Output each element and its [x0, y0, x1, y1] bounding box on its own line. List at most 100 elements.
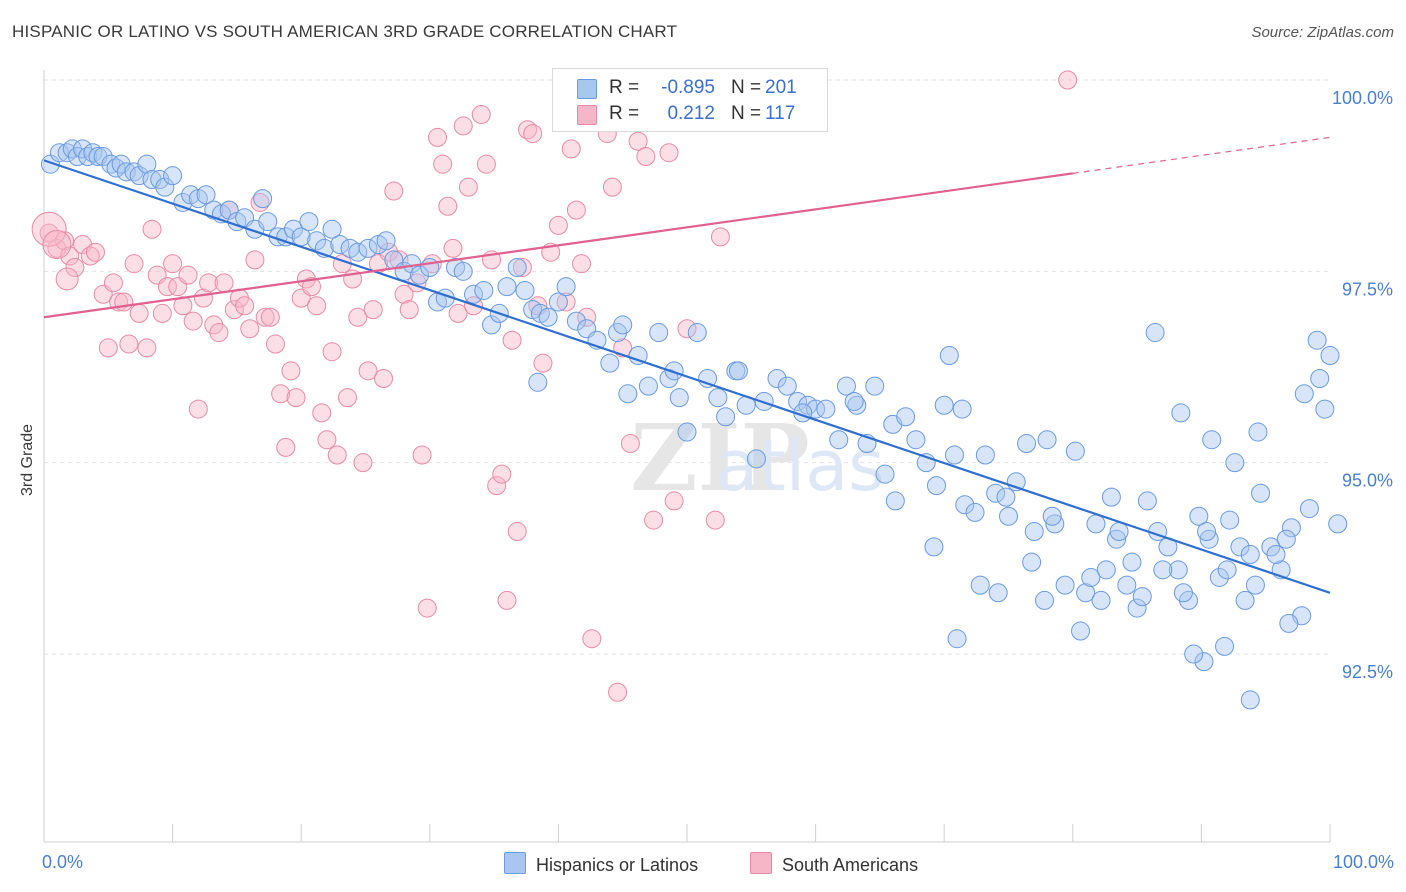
south-americans-point: [438, 196, 458, 216]
south-americans-point: [188, 399, 208, 419]
n-value: 201: [765, 77, 797, 98]
hispanics-point: [482, 315, 502, 335]
hispanics-point: [1171, 403, 1191, 423]
hispanics-legend-swatch: [504, 852, 526, 874]
hispanics-point: [1189, 506, 1209, 526]
south-americans-point: [224, 300, 244, 320]
south-americans-point: [276, 437, 296, 457]
hispanics-point: [716, 407, 736, 427]
south-americans-point: [317, 430, 337, 450]
legend-item-hispanics[interactable]: Hispanics or Latinos: [504, 852, 698, 876]
hispanics-point: [83, 143, 103, 163]
hispanics-point: [1245, 575, 1265, 595]
south-americans-point: [119, 334, 139, 354]
south-americans-point: [548, 215, 568, 235]
hispanics-point: [1173, 583, 1193, 603]
south-americans-swatch: [577, 105, 597, 125]
hispanics-point: [708, 388, 728, 408]
hispanics-point: [1109, 522, 1129, 542]
hispanics-point: [1024, 522, 1044, 542]
south-americans-point: [142, 219, 162, 239]
south-americans-point: [199, 273, 219, 293]
south-americans-point: [566, 200, 586, 220]
hispanics-point: [664, 361, 684, 381]
hispanics-point: [1132, 587, 1152, 607]
south-americans-point: [497, 590, 517, 610]
south-americans-point: [374, 368, 394, 388]
source-label: Source: ZipAtlas.com: [1251, 24, 1394, 41]
south-americans-point: [281, 361, 301, 381]
legend-label: South Americans: [782, 855, 919, 875]
hispanics-point: [464, 284, 484, 304]
hispanics-point: [507, 258, 527, 278]
hispanics-point: [1299, 499, 1319, 519]
hispanics-point: [515, 280, 535, 300]
hispanics-point: [137, 154, 157, 174]
south-americans-point: [124, 254, 144, 274]
south-americans-point: [337, 388, 357, 408]
hispanics-point: [986, 483, 1006, 503]
hispanics-point: [955, 495, 975, 515]
hispanics-point: [816, 399, 836, 419]
south-americans-point: [286, 388, 306, 408]
hispanics-point: [885, 491, 905, 511]
south-americans-point: [31, 211, 67, 247]
hispanics-point: [1184, 644, 1204, 664]
hispanics-point: [322, 219, 342, 239]
hispanics-point: [767, 368, 787, 388]
hispanics-point: [1037, 430, 1057, 450]
south-americans-point: [659, 143, 679, 163]
hispanics-point: [865, 376, 885, 396]
south-americans-point: [453, 116, 473, 136]
hispanics-point: [687, 323, 707, 343]
hispanics-point: [283, 219, 303, 239]
hispanics-point: [1240, 545, 1260, 565]
hispanics-point: [474, 280, 494, 300]
hispanics-point: [970, 575, 990, 595]
hispanics-point: [1225, 453, 1245, 473]
hispanics-point: [258, 212, 278, 232]
south-americans-point: [265, 334, 285, 354]
hispanics-point: [926, 476, 946, 496]
hispanics-point: [1022, 552, 1042, 572]
hispanics-point: [330, 235, 350, 255]
hispanics-point: [628, 346, 648, 366]
hispanics-point: [1199, 529, 1219, 549]
south-americans-point: [307, 296, 327, 316]
hispanics-point: [358, 238, 378, 258]
south-americans-point: [471, 104, 491, 124]
hispanics-point: [1310, 368, 1330, 388]
legend-item-south-americans[interactable]: South Americans: [750, 852, 918, 876]
hispanics-point: [253, 189, 273, 209]
south-americans-point: [417, 598, 437, 618]
hispanics-point: [49, 143, 69, 163]
hispanics-point: [875, 464, 895, 484]
south-americans-trend-line: [43, 172, 1073, 319]
south-americans-point: [157, 277, 177, 297]
south-americans-point: [214, 273, 234, 293]
stats-row-south-americans: R = 0.212 N = 117: [553, 101, 827, 127]
hispanics-point: [1217, 560, 1237, 580]
south-americans-point: [502, 330, 522, 350]
hispanics-point: [965, 502, 985, 522]
south-americans-legend-swatch: [750, 852, 772, 874]
hispanics-point: [996, 487, 1016, 507]
south-americans-point: [363, 300, 383, 320]
south-americans-point: [705, 510, 725, 530]
hispanics-point: [528, 372, 548, 392]
south-americans-point: [55, 267, 79, 291]
hispanics-point: [906, 430, 926, 450]
r-value: -0.895: [661, 77, 715, 98]
south-americans-point: [183, 311, 203, 331]
hispanics-point: [129, 166, 149, 186]
south-americans-point: [664, 491, 684, 511]
south-americans-point: [443, 238, 463, 258]
south-americans-point: [412, 445, 432, 465]
south-americans-point: [399, 300, 419, 320]
south-americans-point: [492, 464, 512, 484]
south-americans-point: [60, 246, 80, 266]
hispanics-point: [1230, 537, 1250, 557]
hispanics-point: [613, 315, 633, 335]
south-americans-point: [628, 131, 648, 151]
hispanics-point: [1251, 483, 1271, 503]
